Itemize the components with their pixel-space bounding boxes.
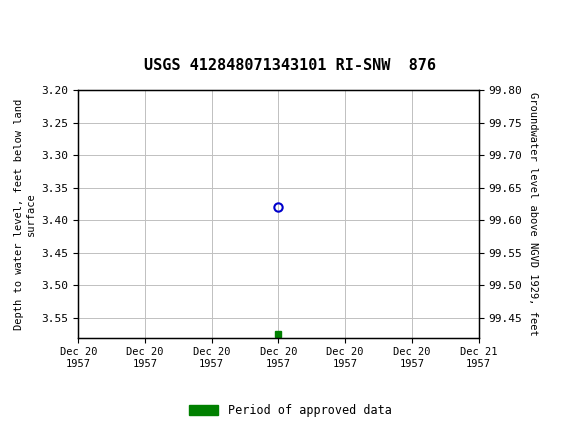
Text: USGS: USGS xyxy=(34,11,94,30)
Text: USGS 412848071343101 RI-SNW  876: USGS 412848071343101 RI-SNW 876 xyxy=(144,58,436,73)
Y-axis label: Depth to water level, feet below land
surface: Depth to water level, feet below land su… xyxy=(14,98,36,329)
Y-axis label: Groundwater level above NGVD 1929, feet: Groundwater level above NGVD 1929, feet xyxy=(528,92,538,336)
Legend: Period of approved data: Period of approved data xyxy=(184,399,396,422)
